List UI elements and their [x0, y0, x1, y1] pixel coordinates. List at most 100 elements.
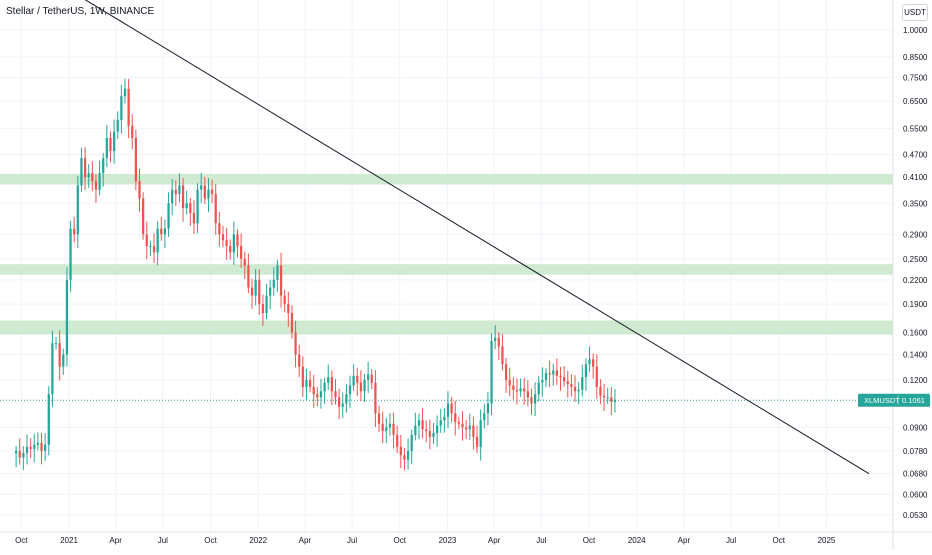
price-axis-bg	[893, 0, 932, 550]
trendline	[84, 0, 870, 475]
candle-body	[533, 394, 537, 404]
time-tick-label: Jul	[158, 536, 168, 545]
candle-body	[454, 413, 457, 422]
candle-body	[595, 366, 598, 387]
price-tick-label: 0.5500	[903, 125, 928, 134]
candle-body	[377, 413, 381, 424]
currency-selector[interactable]: USDT	[902, 4, 928, 21]
candle-body	[461, 423, 464, 428]
time-tick-label: 2025	[818, 536, 836, 545]
candle-body	[18, 451, 21, 458]
candle-body	[555, 370, 559, 376]
time-tick-label: Oct	[583, 536, 596, 545]
candle-body	[94, 181, 98, 190]
candle-body	[40, 442, 43, 452]
candle-body	[225, 240, 228, 247]
candle-body	[388, 423, 392, 428]
candle-body	[279, 265, 283, 296]
candle-body	[265, 295, 268, 313]
price-label-value: 0.1061	[902, 396, 925, 405]
candle-body	[537, 382, 540, 395]
candle-body	[210, 189, 214, 195]
candle-body	[134, 137, 138, 182]
candle-body	[218, 223, 221, 235]
candle-body	[203, 185, 206, 199]
candle-body	[232, 234, 235, 253]
time-axis-bg	[0, 532, 932, 550]
candle-body	[544, 373, 548, 380]
candle-body	[247, 265, 250, 288]
price-tick-label: 0.8500	[903, 53, 928, 62]
candle-body	[254, 279, 257, 296]
candle-body	[334, 391, 337, 398]
candle-body	[465, 427, 468, 430]
candle-body	[312, 386, 315, 395]
candle-body	[54, 343, 58, 345]
candle-body	[51, 343, 54, 395]
candle-body	[403, 455, 406, 460]
chart-title: Stellar / TetherUS, 1W, BINANCE	[6, 6, 155, 17]
candle-body	[581, 377, 584, 390]
candle-body	[450, 403, 453, 414]
candle-body	[174, 189, 177, 195]
candle-body	[22, 453, 25, 458]
candle-body	[508, 379, 511, 386]
candle-body	[526, 391, 529, 398]
candle-body	[577, 389, 580, 392]
candle-body	[80, 158, 83, 186]
candle-body	[229, 246, 232, 253]
candle-body	[417, 420, 421, 426]
candle-body	[566, 381, 569, 385]
candle-body	[200, 185, 203, 190]
candle-body	[236, 234, 239, 247]
candle-body	[479, 420, 482, 447]
candle-body	[171, 189, 174, 204]
candle-body	[145, 234, 148, 247]
candle-body	[102, 158, 105, 174]
candle-body	[142, 198, 145, 235]
price-tick-label: 0.0600	[903, 490, 928, 499]
price-tick-label: 0.6500	[903, 97, 928, 106]
candle-body	[250, 287, 254, 296]
candle-body	[606, 397, 609, 399]
price-label-box	[858, 393, 930, 407]
candle-body	[345, 394, 348, 404]
price-tick-label: 0.0780	[903, 447, 928, 456]
candle-body	[221, 234, 225, 241]
candle-body	[519, 388, 522, 392]
candle-body	[570, 384, 573, 387]
candle-body	[44, 444, 47, 452]
candle-body	[602, 395, 606, 398]
time-tick-label: Apr	[109, 536, 122, 545]
candle-body	[98, 173, 101, 190]
time-tick-label: Oct	[773, 536, 786, 545]
support-zone	[0, 320, 893, 335]
support-zone	[0, 264, 893, 275]
candle-body	[214, 194, 217, 224]
candle-body	[105, 137, 108, 159]
candle-body	[330, 377, 333, 392]
candle-body	[276, 265, 279, 280]
candle-body	[381, 423, 384, 432]
candle-body	[138, 181, 141, 199]
candle-body	[352, 375, 355, 386]
candle-body	[341, 403, 344, 407]
candle-body	[428, 431, 431, 437]
price-tick-label: 0.1600	[903, 328, 928, 337]
candle-body	[152, 246, 156, 253]
candle-body	[319, 391, 323, 398]
candle-body	[298, 354, 301, 367]
candle-body	[541, 379, 544, 383]
candle-body	[439, 420, 442, 426]
candle-body	[559, 375, 562, 378]
price-tick-label: 0.3500	[903, 199, 928, 208]
candle-body	[548, 373, 551, 375]
candle-body	[512, 385, 515, 390]
candle-body	[127, 88, 130, 126]
candle-body	[486, 403, 490, 414]
price-tick-label: 0.2900	[903, 230, 928, 239]
candle-body	[62, 354, 65, 367]
